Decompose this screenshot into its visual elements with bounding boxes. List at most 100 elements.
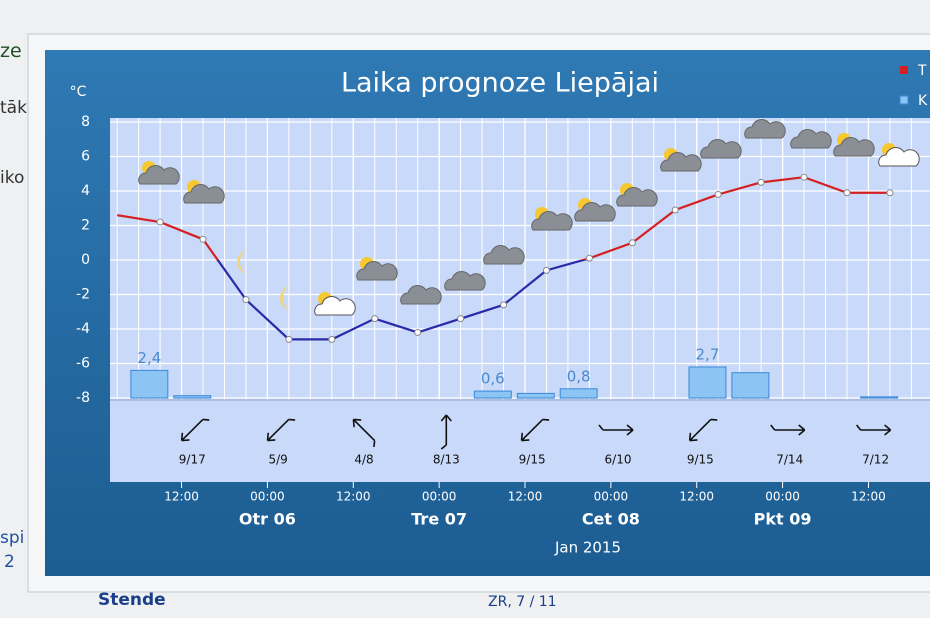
moon (280, 286, 292, 310)
precip-bar (173, 395, 212, 399)
precip-bar (559, 388, 598, 399)
x-tick-label: 12:00 (164, 490, 199, 504)
y-unit: °C (70, 84, 87, 100)
temperature-point (628, 239, 636, 247)
cloud (138, 165, 180, 185)
chart-title: Laika prognoze Liepājai (341, 68, 659, 99)
legend-swatch (899, 95, 909, 105)
x-tick-label: 12:00 (679, 490, 714, 504)
y-tick-label: 4 (81, 183, 90, 199)
weather-icon (356, 257, 398, 281)
cloud (183, 184, 225, 204)
cloud (790, 129, 832, 149)
arrow (266, 418, 296, 442)
precip-bar (860, 396, 899, 399)
wind-arrow (770, 424, 806, 436)
day-label: Cet 08 (582, 510, 640, 529)
x-label: Jan 2015 (554, 539, 621, 557)
legend-swatch (900, 66, 908, 74)
temperature-point (886, 189, 894, 197)
wind-arrow (180, 418, 210, 442)
wind-label: 8/13 (433, 453, 460, 467)
precip-bar (516, 392, 555, 399)
arrow (598, 424, 634, 436)
bg-text: ZR, 7 / 11 (488, 594, 557, 610)
legend-label: T (917, 63, 927, 79)
cloud (700, 139, 742, 159)
y-tick-label: -2 (76, 287, 90, 303)
y-tick-label: 8 (81, 114, 90, 130)
wind-arrow (855, 424, 892, 436)
temperature-point (199, 235, 207, 243)
weather-icon (280, 286, 292, 310)
arrow (855, 424, 892, 436)
temperature-point (714, 190, 722, 198)
bg-text: Stende (98, 590, 166, 610)
x-tick-label: 00:00 (422, 490, 457, 504)
wind-label: 9/15 (687, 453, 714, 467)
temperature-point (671, 206, 679, 214)
temperature-point (242, 296, 250, 304)
x-tick-label: 12:00 (851, 490, 886, 504)
arrow (180, 418, 210, 442)
x-tick-label: 12:00 (508, 490, 543, 504)
precip-bar (731, 372, 770, 399)
wind-row (110, 400, 930, 482)
y-tick-label: 6 (81, 149, 90, 165)
temperature-point (371, 315, 379, 323)
wind-arrow (688, 418, 718, 442)
temperature-point (800, 173, 808, 181)
cloud (531, 211, 573, 231)
weather-icon (183, 180, 225, 204)
wind-arrow (598, 424, 634, 436)
value-label: 0,6 (481, 370, 505, 388)
cloud (616, 187, 658, 207)
weather-icon (790, 129, 832, 149)
day-label: Tre 07 (411, 510, 467, 529)
weather-icon (744, 119, 786, 139)
temperature-point (328, 335, 336, 343)
wind-label: 7/14 (776, 453, 803, 467)
wind-arrow (440, 414, 452, 450)
bg-text: spi (0, 528, 25, 548)
cloud (314, 296, 356, 316)
weather-icon (616, 183, 658, 207)
precip-bar (473, 390, 512, 399)
arrow (440, 414, 452, 450)
temperature-point (757, 178, 765, 186)
x-tick-label: 00:00 (594, 490, 629, 504)
cloud (660, 152, 702, 172)
y-tick-label: 2 (81, 218, 90, 234)
y-tick-label: -8 (76, 390, 90, 406)
weather-icon (444, 271, 486, 291)
arrow (520, 418, 550, 442)
temperature-point (500, 301, 508, 309)
bg-text: iko (0, 168, 25, 188)
y-tick-label: 0 (81, 252, 90, 268)
weather-icon (138, 161, 180, 185)
day-label: Pkt 09 (754, 510, 812, 529)
value-label: 0,8 (567, 367, 591, 385)
weather-icon (878, 143, 920, 167)
cloud (574, 202, 616, 222)
temperature-point (414, 328, 422, 336)
weather-icon (237, 250, 249, 274)
cloud (356, 261, 398, 281)
weather-icon (700, 139, 742, 159)
bg-text: 2 (4, 552, 15, 572)
precip-bar (688, 366, 727, 399)
precip-bar (130, 369, 169, 399)
weather-icon (314, 292, 356, 316)
wind-label: 9/17 (179, 453, 206, 467)
cloud (833, 137, 875, 157)
day-label: Otr 06 (239, 510, 296, 529)
wind-label: 4/8 (354, 453, 373, 467)
temperature-point (285, 335, 293, 343)
cloud (400, 285, 442, 305)
weather-icon (531, 207, 573, 231)
temperature-point (156, 218, 164, 226)
weather-icon (483, 245, 525, 265)
cloud (878, 147, 920, 167)
